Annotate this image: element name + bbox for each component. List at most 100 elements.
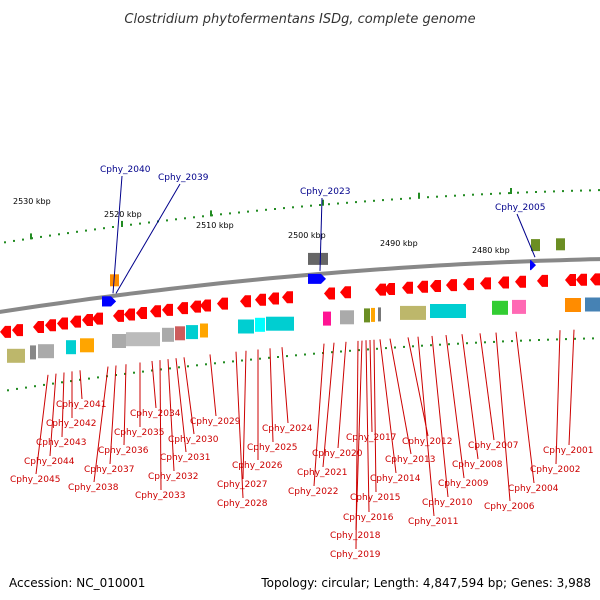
red-label-line — [49, 373, 57, 457]
reverse-gene-arrow — [12, 324, 23, 337]
tick-dot — [238, 211, 240, 214]
tick-dot — [526, 191, 528, 194]
tick-dot — [247, 210, 249, 213]
reverse-gene-arrow — [57, 317, 68, 330]
tick-dot-inner — [556, 338, 558, 341]
forward-gene-arrow — [530, 260, 536, 271]
tick-dot-inner — [457, 342, 459, 345]
tick-dot-inner — [538, 339, 540, 341]
tick-dot — [490, 192, 492, 195]
red-label-line — [407, 337, 429, 437]
tick-dot-inner — [151, 369, 153, 372]
tick-dot — [13, 239, 15, 242]
kbp-label: 2530 kbp — [13, 197, 51, 206]
reverse-gene-label: Cphy_2029 — [190, 417, 241, 427]
tick-dot-inner — [52, 382, 54, 385]
tick-dot-inner — [313, 352, 315, 355]
tick-dot — [166, 219, 168, 222]
reverse-gene-arrow — [190, 300, 201, 313]
kbp-labels: 2530 kbp 2520 kbp 2510 kbp 2500 kbp 2490 kbp… — [13, 197, 510, 255]
tick-dot-inner — [70, 380, 72, 383]
red-label-line — [183, 357, 195, 435]
cog-block — [186, 325, 198, 340]
tick-dot — [580, 189, 582, 192]
tick-dot — [382, 199, 384, 202]
kbp-label: 2510 kbp — [196, 221, 234, 230]
tick-dot — [508, 192, 510, 195]
reverse-gene-label: Cphy_2041 — [56, 400, 106, 410]
reverse-gene-label: Cphy_2036 — [98, 446, 149, 456]
tick-dot-inner — [88, 377, 90, 380]
kbp-label: 2500 kbp — [288, 231, 326, 240]
tick-dot — [499, 192, 501, 195]
red-label-line — [555, 330, 561, 465]
red-label-line — [35, 374, 49, 475]
reverse-gene-arrow — [375, 283, 386, 296]
tick-dot-inner — [547, 338, 549, 341]
tick-dot — [175, 218, 177, 221]
reverse-gene-arrow — [480, 277, 491, 290]
reverse-gene-label: Cphy_2028 — [217, 499, 268, 509]
reverse-gene-label: Cphy_2043 — [36, 438, 86, 448]
tick-dot-inner — [277, 356, 279, 358]
tick-dot-inner — [439, 343, 441, 346]
tick-dot-inner — [205, 363, 207, 366]
reverse-gene-label: Cphy_2034 — [130, 409, 181, 419]
cog-block — [371, 307, 375, 322]
reverse-gene-label: Cphy_2012 — [402, 437, 452, 447]
reverse-gene-label: Cphy_2022 — [288, 487, 338, 497]
reverse-gene-label: Cphy_2004 — [508, 484, 559, 494]
red-label-line — [79, 370, 83, 400]
red-label-line — [369, 339, 373, 433]
reverse-gene-label: Cphy_2007 — [468, 441, 518, 451]
tick-dot — [220, 213, 222, 216]
cog-block — [200, 323, 208, 338]
kbp-label: 2490 kbp — [380, 239, 418, 248]
reverse-gene-arrow — [498, 276, 509, 289]
cog-block — [162, 327, 174, 342]
reverse-gene-arrow — [515, 275, 526, 288]
blue-label-line — [115, 183, 181, 294]
tick-dot-inner — [430, 344, 432, 347]
reverse-gene-label: Cphy_2019 — [330, 550, 381, 560]
tick-dot-inner — [214, 362, 216, 365]
tick-dot — [76, 230, 78, 233]
reverse-gene-label: Cphy_2038 — [68, 483, 119, 493]
cog-block — [585, 297, 600, 312]
tick-dot-inner — [241, 359, 243, 362]
reverse-genes — [0, 273, 600, 338]
tick-dot-inner — [349, 349, 351, 352]
reverse-gene-label: Cphy_2044 — [24, 457, 75, 467]
tick-dot — [265, 208, 267, 211]
red-label-line — [515, 331, 535, 484]
red-label-line — [93, 366, 109, 483]
tick-dot-inner — [340, 350, 342, 353]
red-label-line — [242, 350, 247, 480]
reverse-gene-label: Cphy_2002 — [530, 465, 580, 475]
reverse-gene-arrow — [217, 297, 228, 310]
blue-label-line — [112, 175, 123, 294]
tick-dot-inner — [43, 383, 45, 386]
tick-dot — [436, 195, 438, 198]
tick-dot-inner — [142, 370, 144, 373]
reverse-gene-label: Cphy_2016 — [343, 513, 394, 523]
tick-dot-inner — [421, 344, 423, 347]
major-tick — [30, 233, 32, 240]
cog-block — [492, 300, 508, 315]
tick-dot — [571, 189, 573, 192]
red-label-line — [479, 333, 495, 441]
tick-dot — [481, 193, 483, 196]
tick-dot-inner — [529, 339, 531, 342]
tick-dot — [400, 197, 402, 200]
accession-text: Accession: NC_010001 — [9, 576, 145, 590]
tick-dot-inner — [448, 343, 450, 346]
cog-block — [80, 338, 94, 353]
reverse-gene-label: Cphy_2015 — [350, 493, 400, 503]
tick-dot-inner — [295, 354, 297, 357]
reverse-gene-label: Cphy_2027 — [217, 480, 267, 490]
cog-block — [400, 305, 426, 320]
tick-dot — [301, 205, 303, 208]
reverse-gene-label: Cphy_2020 — [312, 449, 363, 459]
tick-dot — [193, 216, 195, 219]
